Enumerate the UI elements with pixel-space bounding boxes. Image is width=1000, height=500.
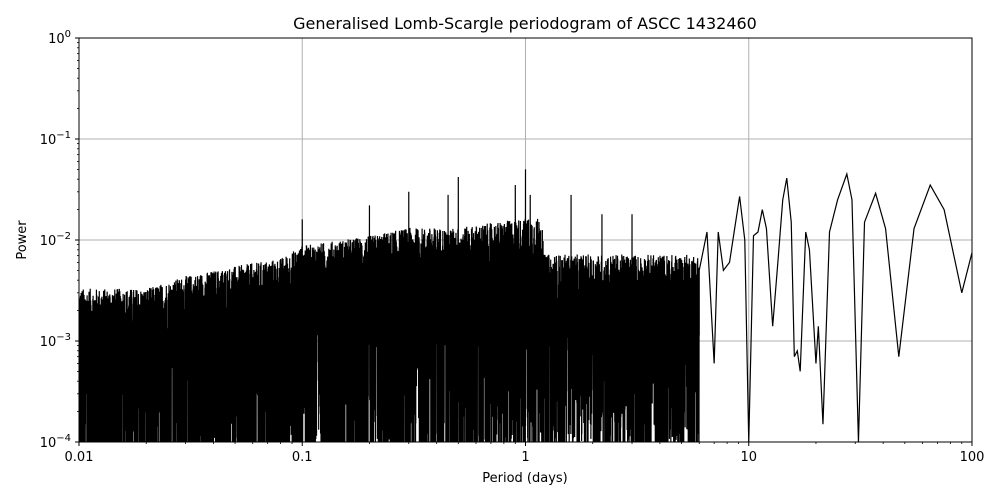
y-tick-label: 10−1 bbox=[40, 130, 71, 148]
periodogram-line bbox=[79, 169, 972, 442]
y-tick-label: 10−3 bbox=[40, 332, 71, 350]
y-axis-label: Power bbox=[15, 220, 30, 260]
chart-title: Generalised Lomb-Scargle periodogram of … bbox=[293, 14, 757, 33]
y-tick-label: 10−2 bbox=[40, 231, 71, 249]
x-tick-label: 0.01 bbox=[65, 450, 94, 465]
x-tick-label: 100 bbox=[960, 450, 985, 465]
y-axis: 10−4 10−3 10−2 10−1 100 bbox=[40, 29, 79, 451]
x-axis-label: Period (days) bbox=[482, 471, 568, 486]
x-tick-label: 10 bbox=[740, 450, 757, 465]
x-tick-label: 1 bbox=[521, 450, 529, 465]
x-tick-label: 0.1 bbox=[292, 450, 313, 465]
x-axis: 0.01 0.1 1 10 100 bbox=[65, 442, 985, 465]
y-tick-label: 100 bbox=[48, 29, 71, 47]
y-tick-label: 10−4 bbox=[40, 433, 71, 451]
